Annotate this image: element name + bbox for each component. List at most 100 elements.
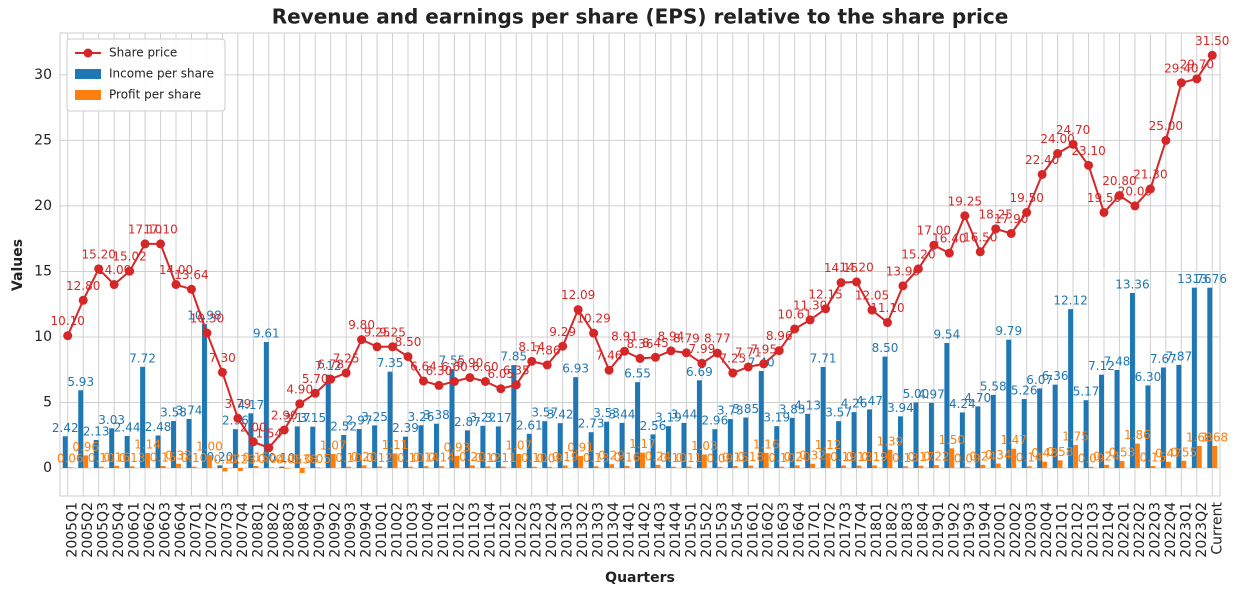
data-label: 0.06 — [57, 452, 84, 466]
data-label: 0.16 — [614, 450, 641, 464]
bar — [887, 449, 893, 468]
data-label: 5.17 — [1073, 385, 1100, 399]
data-label: 7.48 — [1104, 354, 1131, 368]
data-label: 1.50 — [938, 433, 965, 447]
data-label: 0.19 — [552, 450, 579, 464]
bar — [1160, 367, 1166, 468]
data-label: 1.68 — [1186, 430, 1213, 444]
data-label: 17.00 — [917, 224, 951, 238]
y-tick-label: 30 — [34, 67, 52, 83]
line-point — [635, 353, 645, 363]
x-tick-label: 2015Q1 — [683, 502, 699, 558]
line-point — [449, 376, 459, 386]
legend-box — [66, 38, 226, 112]
data-label: 6.90 — [457, 356, 484, 370]
bar — [217, 465, 223, 468]
data-label: 2.87 — [454, 415, 481, 429]
legend-label: Income per share — [109, 67, 214, 81]
x-tick-label: 2006Q1 — [127, 502, 143, 558]
data-label: 0.55 — [1170, 445, 1197, 459]
bar — [253, 465, 259, 468]
x-tick-label: 2017Q1 — [807, 502, 823, 558]
data-label: 8.79 — [673, 331, 700, 345]
data-label: 0.10 — [521, 451, 548, 465]
data-label: 20.80 — [1102, 174, 1136, 188]
data-label: 2.39 — [392, 421, 419, 435]
line-point — [712, 348, 722, 358]
data-label: 0.15 — [722, 450, 749, 464]
x-tick-label: 2010Q4 — [420, 502, 436, 558]
bar — [547, 466, 553, 468]
data-label: -0.38 — [287, 452, 318, 466]
data-label: 9.79 — [995, 324, 1022, 338]
data-label: 6.60 — [441, 360, 468, 374]
data-label: 0.34 — [985, 448, 1012, 462]
line-point — [78, 295, 88, 305]
x-tick-label: 2013Q1 — [560, 502, 576, 558]
bar — [500, 466, 506, 468]
line-point — [542, 360, 552, 370]
bar — [913, 402, 919, 468]
x-tick-label: 2007Q3 — [219, 502, 235, 558]
line-point — [620, 346, 630, 356]
line-point — [140, 239, 150, 249]
data-label: 7.25 — [719, 351, 746, 365]
x-tick-label: 2016Q3 — [776, 502, 792, 558]
data-label: 3.38 — [423, 408, 450, 422]
bar — [206, 454, 212, 468]
data-label: 9.54 — [933, 327, 960, 341]
data-label: 3.19 — [763, 411, 790, 425]
bar — [186, 418, 192, 468]
bar — [1021, 399, 1027, 468]
data-label: 0.20 — [207, 450, 234, 464]
data-label: 21.30 — [1133, 167, 1167, 181]
data-label: 1.12 — [815, 438, 842, 452]
data-label: 3.73 — [717, 404, 744, 418]
line-point — [171, 280, 181, 290]
data-label: 1.86 — [1124, 428, 1151, 442]
bar — [62, 436, 68, 468]
line-point — [589, 328, 599, 338]
data-label: 0.10 — [660, 451, 687, 465]
bar — [557, 423, 563, 468]
data-label: 1.17 — [629, 437, 656, 451]
bar — [1104, 464, 1109, 468]
bar — [485, 466, 491, 468]
data-label: 10.98 — [187, 309, 221, 323]
bar — [1037, 388, 1043, 468]
x-tick-label: 2008Q1 — [250, 502, 266, 558]
bar — [109, 428, 115, 468]
bar — [944, 342, 950, 468]
bar — [372, 425, 378, 468]
data-label: 0.10 — [181, 451, 208, 465]
data-label: 0.10 — [335, 451, 362, 465]
bar — [1114, 369, 1120, 468]
data-label: 2.00 — [240, 420, 267, 434]
bar — [1073, 445, 1079, 468]
data-label: 14.00 — [159, 263, 193, 277]
x-tick-label: 2009Q2 — [328, 502, 344, 558]
x-tick-label: 2013Q3 — [591, 502, 607, 558]
line-point — [372, 342, 382, 352]
data-label: 24.00 — [1040, 132, 1074, 146]
bar — [763, 452, 769, 468]
bar — [542, 421, 548, 468]
data-label: 9.80 — [348, 318, 375, 332]
bar — [98, 466, 104, 468]
bar — [902, 466, 908, 468]
x-tick-label: 2014Q1 — [622, 502, 638, 558]
bar — [454, 455, 460, 468]
data-label: 3.83 — [779, 402, 806, 416]
data-label: 0.13 — [892, 451, 919, 465]
x-tick-label: Current — [1209, 502, 1225, 555]
data-label: 2.90 — [271, 408, 298, 422]
data-label: 7.46 — [596, 349, 623, 363]
data-label: 1.47 — [1000, 433, 1027, 447]
x-tick-label: 2006Q4 — [173, 502, 189, 558]
data-label: 2.97 — [346, 414, 373, 428]
data-label: 11.30 — [793, 298, 827, 312]
bar — [825, 453, 831, 468]
line-point — [774, 346, 784, 356]
data-label: 6.64 — [410, 359, 437, 373]
